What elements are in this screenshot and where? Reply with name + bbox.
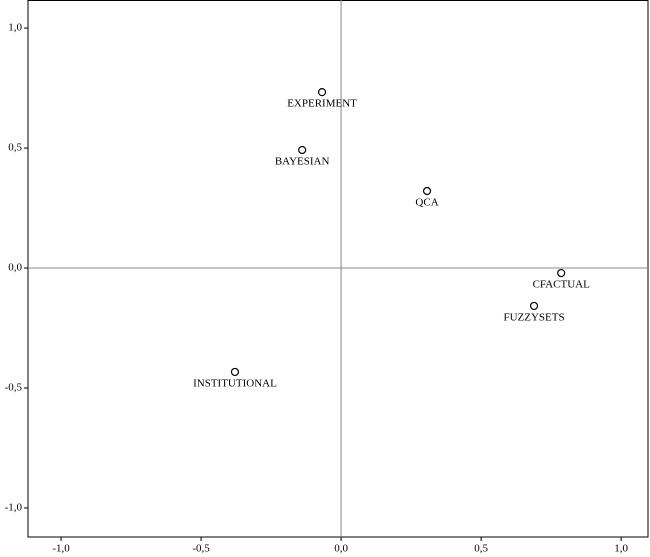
point-label: QCA <box>415 197 438 209</box>
point <box>230 367 240 377</box>
y-tick-label: 0,5 <box>8 142 22 154</box>
plot-frame <box>27 0 649 538</box>
point <box>557 268 566 278</box>
point <box>317 88 327 97</box>
point-label: CFACTUAL <box>533 279 591 291</box>
point-label: FUZZYSETS <box>503 311 564 323</box>
y-tick-label: 0,0 <box>8 262 22 274</box>
y-tick-label: -1,0 <box>5 501 23 513</box>
y-tick-label: -0,5 <box>5 382 23 394</box>
y-tick-label: 1,0 <box>8 22 22 34</box>
x-tick-label: -0,5 <box>192 543 210 555</box>
point <box>422 186 432 196</box>
point <box>298 145 307 155</box>
point <box>529 301 539 311</box>
x-tick-label: 0,5 <box>474 543 488 555</box>
point-label: INSTITUTIONAL <box>193 377 277 389</box>
x-tick-label: 0,0 <box>334 543 348 555</box>
x-tick-label: 1,0 <box>614 543 628 555</box>
point-label: EXPERIMENT <box>287 98 357 110</box>
point-label: BAYESIAN <box>275 155 330 167</box>
x-tick-label: -1,0 <box>52 543 70 555</box>
